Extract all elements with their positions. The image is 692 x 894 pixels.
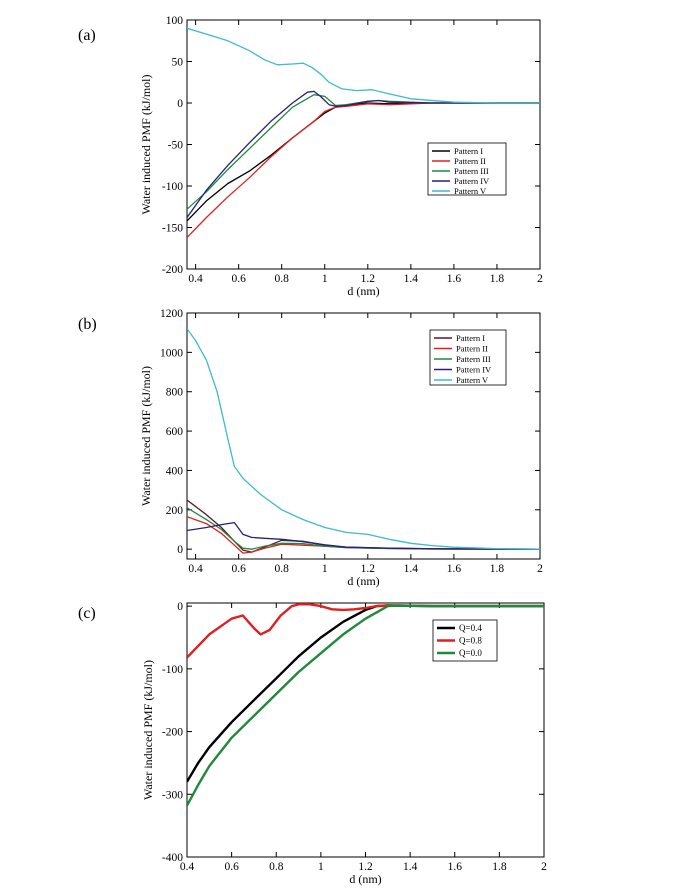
legend-entry: Pattern V [456,375,489,385]
panel-label: (c) [78,605,96,622]
legend: Q=0.4 Q=0.8 Q=0.0 [432,619,498,662]
y-axis-label: Water induced PMF (kJ/mol) [139,366,153,506]
x-tick-label: 1.8 [490,563,505,575]
panel-c: (c) 0.4 0.6 0.8 1 1.2 1.4 1.6 1.8 2 -400 -300 -200 -1… [78,601,547,886]
x-tick-label: 2 [537,273,543,285]
legend-entry: Pattern V [454,186,487,196]
series-line-q-0-0 [187,604,544,807]
x-axis-label: d (nm) [347,574,379,588]
series-line-q-0-8 [187,603,544,659]
y-tick-label: 400 [166,465,184,477]
x-tick-label: 0.6 [231,563,246,575]
legend-entry: Pattern I [456,333,485,343]
legend-entry: Q=0.0 [459,648,482,658]
y-tick-label: 800 [166,387,184,399]
x-tick-label: 0.4 [188,563,203,575]
x-tick-label: 1.4 [404,273,419,285]
legend-entry: Pattern II [454,156,486,166]
legend-entry: Pattern IV [456,365,492,375]
x-tick-label: 1.6 [447,273,462,285]
y-axis-label: Water induced PMF (kJ/mol) [139,74,153,214]
legend-entry: Pattern II [456,344,488,354]
x-tick-label: 0.8 [275,563,290,575]
x-axis-label: d (nm) [349,872,381,886]
x-tick-label: 2 [537,563,543,575]
legend-entry: Pattern I [454,146,483,156]
x-tick-label: 1.2 [358,861,373,873]
y-tick-label: -200 [162,727,183,739]
series-line-pattern-i [187,499,540,553]
legend-entry: Q=0.8 [459,636,482,646]
x-tick-label: 1 [322,563,328,575]
series-line-pattern-ii [187,102,540,238]
y-tick-label: 50 [172,57,184,69]
series-line-pattern-iv [187,521,540,550]
x-tick-label: 1 [318,861,324,873]
y-tick-label: -400 [162,852,183,864]
y-tick-label: -50 [168,140,184,152]
y-tick-label: -300 [162,789,183,801]
y-tick-label: -100 [162,664,183,676]
x-tick-label: 1.2 [361,563,376,575]
y-tick-label: 600 [166,426,184,438]
legend-entry: Pattern IV [454,176,490,186]
panel-label: (a) [78,27,96,44]
x-tick-label: 0.4 [180,861,195,873]
y-axis-label: Water induced PMF (kJ/mol) [141,660,155,800]
plot-frame [186,312,541,560]
panel-b: (b) 0.4 0.6 0.8 1 1.2 1.4 1.6 1.8 2 0 200 400 600 800 1… [78,308,543,588]
y-tick-label: -200 [162,264,183,276]
series-line-pattern-iii [187,507,540,550]
y-tick-label: 1200 [160,308,183,320]
y-tick-label: 0 [177,544,183,556]
x-tick-label: 2 [541,861,547,873]
legend-entry: Q=0.4 [459,623,482,633]
legend-entry: Pattern III [456,354,491,364]
x-tick-label: 1.2 [361,273,376,285]
x-tick-label: 1.6 [447,563,462,575]
x-tick-label: 0.8 [269,861,284,873]
x-tick-label: 0.6 [231,273,246,285]
x-tick-label: 0.6 [224,861,239,873]
y-tick-label: 1000 [160,347,183,359]
series-line-pattern-v [187,27,540,104]
series-line-pattern-v [187,328,540,550]
y-tick-label: -150 [162,223,183,235]
x-tick-label: 1.6 [448,861,463,873]
x-tick-label: 0.4 [188,273,203,285]
y-tick-label: 0 [177,601,183,613]
x-tick-label: 1.4 [403,861,418,873]
x-tick-label: 1.4 [404,563,419,575]
x-tick-label: 1.8 [490,273,505,285]
series-line-pattern-iv [187,90,540,218]
y-tick-label: 200 [166,505,184,517]
y-tick-label: 100 [166,15,184,27]
panel-a: (a) 0.4 0.6 0.8 1 1.2 1.4 1.6 1.8 2 -200 -150 -100 -5… [78,15,543,298]
y-tick-label: -100 [162,181,183,193]
legend-entry: Pattern III [454,166,489,176]
y-tick-label: 0 [177,98,183,110]
panel-label: (b) [78,316,97,333]
x-tick-label: 1 [322,273,328,285]
x-tick-label: 0.8 [275,273,290,285]
x-tick-label: 1.8 [492,861,507,873]
legend-box [429,329,507,386]
x-axis-label: d (nm) [347,284,379,298]
